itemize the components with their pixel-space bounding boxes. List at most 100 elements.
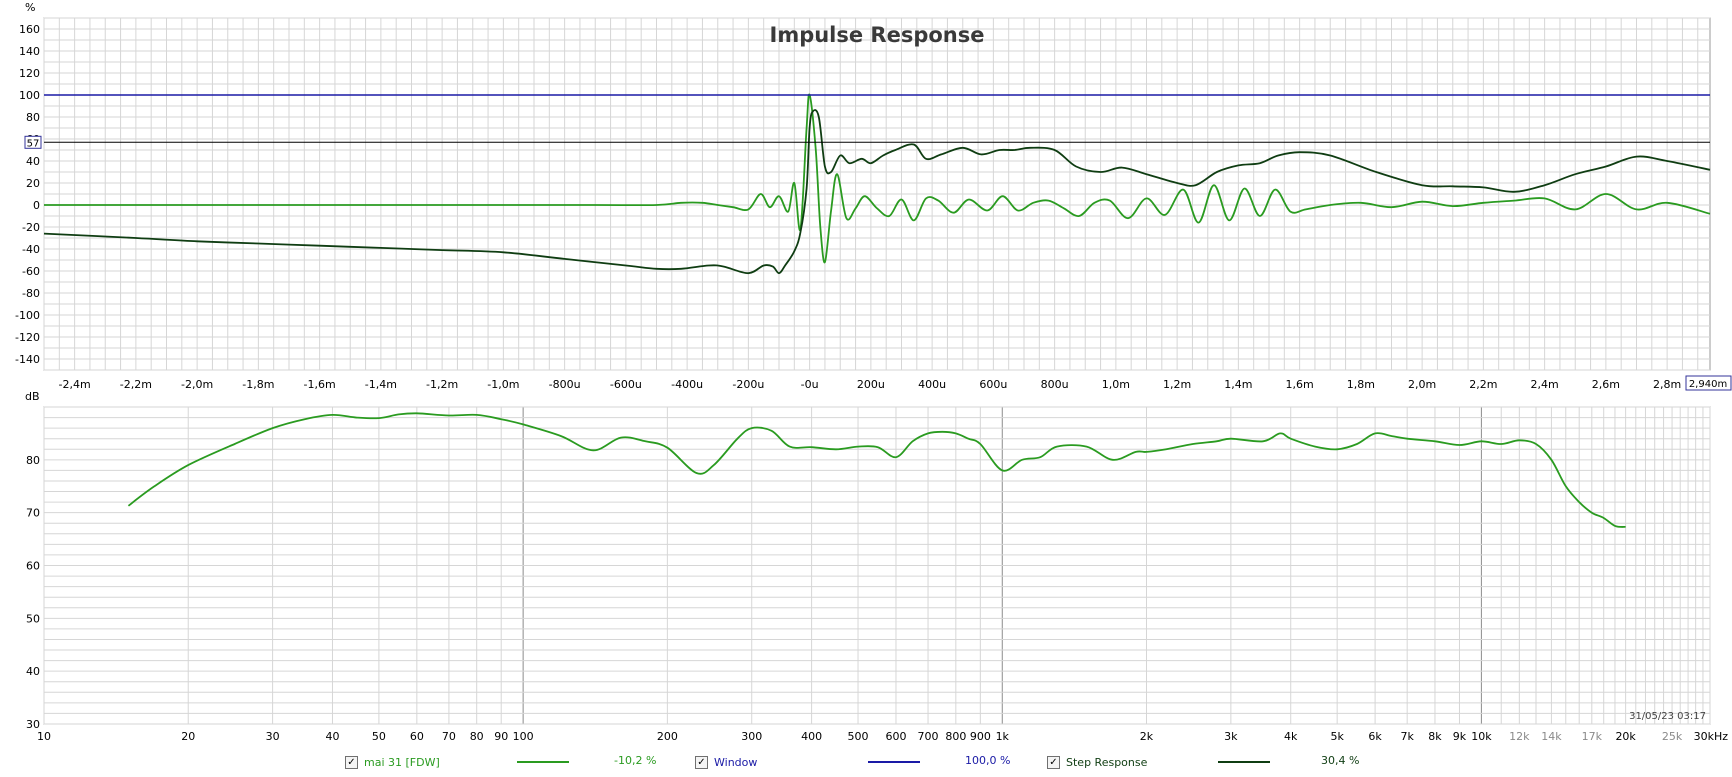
bottom-x-tick-label: 30	[266, 730, 280, 743]
top-x-tick-label: 1,4m	[1224, 378, 1252, 391]
bottom-x-tick-label: 50	[372, 730, 386, 743]
legend-label-fdw: mai 31 [FDW]	[364, 755, 440, 769]
bottom-x-tick-label: 300	[741, 730, 762, 743]
top-x-tick-label: -600u	[610, 378, 642, 391]
bottom-x-tick-label: 2k	[1140, 730, 1154, 743]
top-x-tick-label: 600u	[979, 378, 1007, 391]
top-x-tick-label: 2,0m	[1408, 378, 1436, 391]
legend-swatch-step	[1218, 761, 1270, 763]
top-y-axis-label: %	[25, 1, 35, 14]
top-x-tick-label: 2,8m	[1653, 378, 1681, 391]
top-x-tick-label: -800u	[549, 378, 581, 391]
bottom-x-tick-label: 800	[945, 730, 966, 743]
top-x-tick-label: 2,2m	[1469, 378, 1497, 391]
bottom-x-tick-label: 700	[918, 730, 939, 743]
top-x-tick-label: -1,6m	[304, 378, 336, 391]
top-y-tick-label: -120	[15, 331, 40, 344]
bottom-x-tick-label: 4k	[1284, 730, 1298, 743]
bottom-x-tick-label: 90	[494, 730, 508, 743]
top-y-tick-label: 40	[26, 155, 40, 168]
fdw-checkbox[interactable]: ✓	[345, 755, 358, 769]
bottom-x-tick-label: 17k	[1582, 730, 1603, 743]
legend-item-fdw[interactable]: ✓ mai 31 [FDW]	[345, 752, 440, 772]
top-x-tick-label: 400u	[918, 378, 946, 391]
top-y-tick-label: 0	[33, 199, 40, 212]
top-x-tick-label: -2,0m	[181, 378, 213, 391]
bottom-x-tick-label: 80	[470, 730, 484, 743]
bottom-x-tick-label: 8k	[1428, 730, 1442, 743]
chart-title: Impulse Response	[770, 23, 985, 47]
legend-item-step[interactable]: ✓ Step Response	[1047, 752, 1147, 772]
top-y-tick-label: 100	[19, 89, 40, 102]
top-y-tick-label: -20	[22, 221, 40, 234]
bottom-x-tick-label: 3k	[1224, 730, 1238, 743]
bottom-x-tick-label: 70	[442, 730, 456, 743]
top-y-tick-label: -100	[15, 309, 40, 322]
timestamp: 31/05/23 03:17	[1629, 711, 1706, 722]
top-x-tick-label: 2,6m	[1592, 378, 1620, 391]
legend-pct-window: 100,0 %	[965, 754, 1011, 767]
top-y-tick-label: -140	[15, 353, 40, 366]
top-x-tick-label: -1,2m	[426, 378, 458, 391]
series-line-mai-31-fdw-	[44, 93, 1711, 264]
y-cursor-label: 57	[27, 138, 40, 149]
bottom-x-tick-label: 900	[970, 730, 991, 743]
legend-pct-step: 30,4 %	[1321, 754, 1360, 767]
bottom-x-tick-label: 14k	[1541, 730, 1562, 743]
bottom-x-tick-label: 60	[410, 730, 424, 743]
bottom-x-tick-label: 100	[513, 730, 534, 743]
top-series	[43, 93, 1711, 275]
y-cursor-marker[interactable]: 57	[24, 135, 1710, 149]
bottom-y-tick-label: 70	[26, 507, 40, 520]
legend-item-window[interactable]: ✓ Window	[695, 752, 757, 772]
top-y-tick-label: 80	[26, 111, 40, 124]
top-y-tick-label: 140	[19, 45, 40, 58]
top-y-tick-label: -80	[22, 287, 40, 300]
bottom-x-tick-label: 10k	[1471, 730, 1492, 743]
legend-swatch-fdw	[517, 761, 569, 763]
top-x-tick-label: -400u	[671, 378, 703, 391]
bottom-x-tick-label: 6k	[1368, 730, 1382, 743]
bottom-x-tick-label: 500	[848, 730, 869, 743]
bottom-x-tick-label: 12k	[1509, 730, 1530, 743]
frequency-response-panel[interactable]: 80 70 60 50 40 30 10 20 30 40 50 60 70 80 90 100 200 300…	[25, 390, 1728, 743]
legend-swatch-window	[868, 761, 920, 763]
bottom-x-tick-label: 1k	[996, 730, 1010, 743]
top-x-tick-label: 1,8m	[1347, 378, 1375, 391]
bottom-y-tick-label: 80	[26, 454, 40, 467]
top-x-tick-label: -1,4m	[365, 378, 397, 391]
bottom-x-tick-label: 5k	[1330, 730, 1344, 743]
x-cursor-marker[interactable]: 2,940m	[1685, 375, 1732, 391]
step-response-checkbox[interactable]: ✓	[1047, 755, 1060, 769]
top-y-tick-label: -40	[22, 243, 40, 256]
bottom-x-tick-labels: 10 20 30 40 50 60 70 80 90 100 200 300 400 500 600 700 8…	[37, 730, 1728, 743]
fr-series-line	[127, 412, 1626, 528]
x-cursor-box	[1685, 375, 1732, 391]
legend-label-window: Window	[714, 755, 758, 769]
top-y-tick-labels: 160140120100806040200-20-40-60-80-100-12…	[15, 23, 40, 366]
bottom-x-tick-label: 600	[885, 730, 906, 743]
top-x-tick-label: 1,2m	[1163, 378, 1191, 391]
top-x-tick-label: -1,8m	[242, 378, 274, 391]
top-y-tick-label: 120	[19, 67, 40, 80]
bottom-x-tick-label: 10	[37, 730, 51, 743]
bottom-y-axis-label: dB	[25, 390, 40, 403]
top-x-tick-label: 2,4m	[1531, 378, 1559, 391]
top-x-tick-label: 1,0m	[1102, 378, 1130, 391]
chart-canvas: 160140120100806040200-20-40-60-80-100-12…	[15, 1, 1732, 743]
impulse-response-panel[interactable]: 160140120100806040200-20-40-60-80-100-12…	[15, 1, 1732, 391]
legend-pct-fdw: -10,2 %	[614, 754, 657, 767]
window-checkbox[interactable]: ✓	[695, 755, 708, 769]
legend-label-step: Step Response	[1066, 755, 1148, 769]
top-x-tick-label: -1,0m	[487, 378, 519, 391]
top-y-tick-label: 20	[26, 177, 40, 190]
bottom-x-tick-label: 25k	[1662, 730, 1683, 743]
bottom-y-tick-labels: 80 70 60 50 40 30	[26, 454, 40, 731]
top-x-tick-label: -200u	[732, 378, 764, 391]
bottom-x-tick-label: 200	[657, 730, 678, 743]
bottom-x-tick-label: 40	[325, 730, 339, 743]
top-y-tick-label: -60	[22, 265, 40, 278]
bottom-series	[127, 412, 1626, 528]
top-x-tick-labels: -2,4m -2,2m -2,0m -1,8m -1,6m -1,4m -1,2m -1,0m…	[59, 378, 1682, 391]
top-x-tick-label: 1,6m	[1286, 378, 1314, 391]
